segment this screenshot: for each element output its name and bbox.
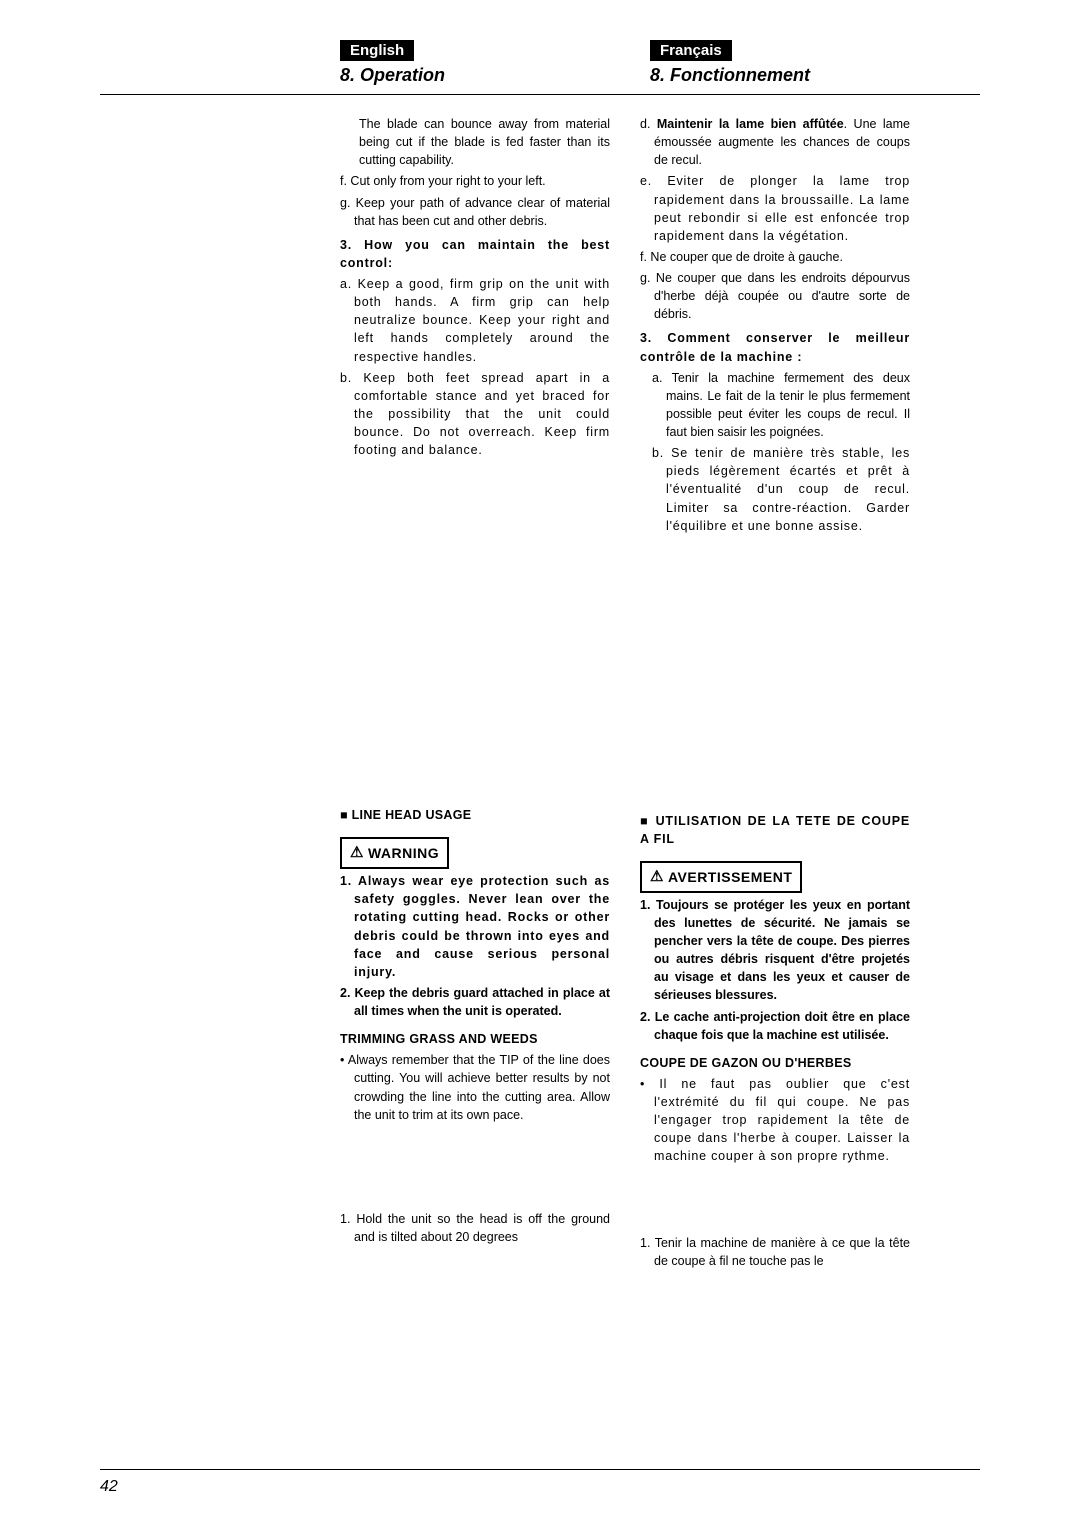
page-number: 42 — [100, 1478, 980, 1496]
en-sub3-a: a. Keep a good, firm grip on the unit wi… — [340, 275, 610, 366]
en-warn-2: 2. Keep the debris guard attached in pla… — [340, 984, 610, 1020]
fr-d-bold: Maintenir la lame bien affûtée — [657, 117, 844, 131]
header-rule — [100, 94, 980, 95]
title-col-en: 8. Operation — [340, 65, 610, 86]
en-item-g: g. Keep your path of advance clear of ma… — [340, 194, 610, 230]
fr-item-f: f. Ne couper que de droite à gauche. — [640, 248, 910, 266]
lang-col-fr: Français — [650, 40, 920, 61]
en-item-f: f. Cut only from your right to your left… — [340, 172, 610, 190]
title-col-fr: 8. Fonctionnement — [650, 65, 920, 86]
fr-item-d: d. Maintenir la lame bien affûtée. Une l… — [640, 115, 910, 169]
warning-box-fr: ⚠ AVERTISSEMENT — [640, 861, 802, 893]
fr-sub3-a: a. Tenir la machine fermement des deux m… — [640, 369, 910, 442]
title-operation: 8. Operation — [340, 65, 610, 86]
warning-icon-fr: ⚠ — [650, 866, 664, 888]
spacer-fr — [640, 538, 910, 808]
fr-item-g: g. Ne couper que dans les endroits dépou… — [640, 269, 910, 323]
spacer-2 — [340, 1127, 610, 1207]
fr-sub3-b: b. Se tenir de manière très stable, les … — [640, 444, 910, 535]
fr-warn-2: 2. Le cache anti-projection doit être en… — [640, 1008, 910, 1044]
content-columns: The blade can bounce away from material … — [340, 115, 980, 1273]
warning-text-en: WARNING — [368, 843, 439, 863]
section-titles-row: 8. Operation 8. Fonctionnement — [340, 65, 980, 86]
title-fonctionnement: 8. Fonctionnement — [650, 65, 920, 86]
en-intro-text: The blade can bounce away from material … — [340, 115, 610, 169]
en-trim-1: 1. Hold the unit so the head is off the … — [340, 1210, 610, 1246]
fr-warn-1: 1. Toujours se protéger les yeux en port… — [640, 896, 910, 1005]
warning-text-fr: AVERTISSEMENT — [668, 867, 792, 887]
fr-item-e: e. Eviter de plonger la lame trop rapide… — [640, 172, 910, 245]
language-tags-row: English Français — [340, 40, 980, 61]
en-sub3-b: b. Keep both feet spread apart in a comf… — [340, 369, 610, 460]
english-column: The blade can bounce away from material … — [340, 115, 610, 1273]
francais-tag: Français — [650, 40, 732, 61]
fr-trim-head: COUPE DE GAZON OU D'HERBES — [640, 1054, 910, 1072]
lang-col-en: English — [340, 40, 610, 61]
en-warn-1: 1. Always wear eye protection such as sa… — [340, 872, 610, 981]
warning-box-en: ⚠ WARNING — [340, 837, 449, 869]
page-container: English Français 8. Operation 8. Fonctio… — [0, 0, 1080, 1313]
fr-trim-1: 1. Tenir la machine de manière à ce que … — [640, 1234, 910, 1270]
fr-d-prefix: d. — [640, 117, 657, 131]
fr-subhead-3: 3. Comment conserver le meilleur contrôl… — [640, 329, 910, 365]
en-line-head-usage: LINE HEAD USAGE — [340, 806, 610, 824]
en-trim-head: TRIMMING GRASS AND WEEDS — [340, 1030, 610, 1048]
fr-trim-bullet: • Il ne faut pas oublier que c'est l'ext… — [640, 1075, 910, 1166]
french-column: d. Maintenir la lame bien affûtée. Une l… — [640, 115, 910, 1273]
english-tag: English — [340, 40, 414, 61]
footer-rule — [100, 1469, 980, 1470]
spacer — [340, 462, 610, 802]
spacer-fr-2 — [640, 1169, 910, 1231]
warning-icon: ⚠ — [350, 842, 364, 864]
en-trim-bullet: • Always remember that the TIP of the li… — [340, 1051, 610, 1124]
fr-line-head-usage: UTILISATION DE LA TETE DE COUPE A FIL — [640, 812, 910, 848]
en-subhead-3: 3. How you can maintain the best control… — [340, 236, 610, 272]
page-footer: 42 — [100, 1469, 980, 1496]
